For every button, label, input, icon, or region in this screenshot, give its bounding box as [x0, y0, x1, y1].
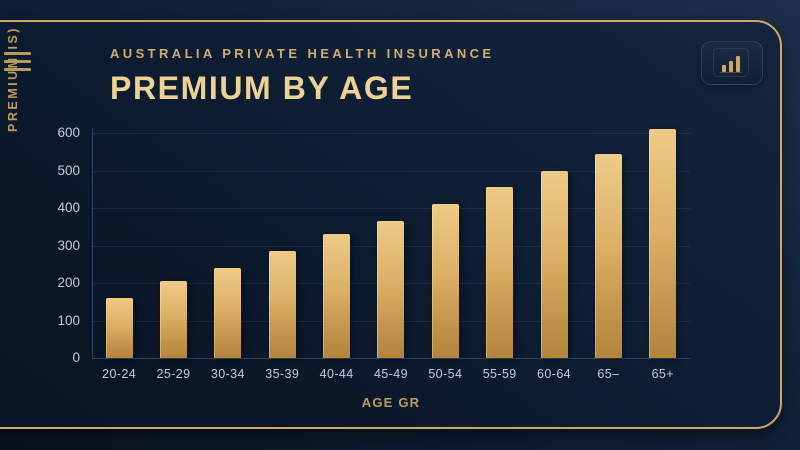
plot-area — [92, 128, 690, 359]
x-tick-label: 65– — [597, 367, 620, 381]
bar-chart-icon-bar — [722, 65, 726, 72]
y-axis-label: PREMIUM IS) — [6, 26, 20, 132]
bar-50-54 — [431, 204, 459, 358]
gridline — [92, 208, 690, 209]
y-tick-label: 300 — [57, 237, 80, 253]
chart-subtitle: AUSTRALIA PRIVATE HEALTH INSURANCE — [110, 46, 495, 61]
bar-chart-icon-bar — [736, 56, 740, 72]
bar-chart-icon-baseline — [720, 72, 742, 73]
bar-chart-icon-bar — [729, 61, 733, 72]
bar-60-64 — [540, 170, 568, 358]
x-tick-label: 60-64 — [537, 367, 572, 381]
hamburger-menu-icon — [4, 52, 31, 55]
y-tick-label: 0 — [72, 350, 80, 365]
x-tick-label: 30-34 — [210, 367, 245, 381]
y-axis-line — [92, 128, 93, 358]
x-tick-label: 55-59 — [482, 367, 517, 381]
x-tick-label: 35-39 — [265, 367, 300, 381]
y-tick-label: 200 — [57, 275, 80, 290]
hamburger-menu-icon — [4, 60, 31, 63]
chart-header: AUSTRALIA PRIVATE HEALTH INSURANCE PREMI… — [110, 46, 495, 107]
x-tick-label: 65+ — [651, 367, 674, 381]
x-tick-label: 25-29 — [156, 367, 191, 381]
bar-35-39 — [268, 251, 296, 358]
bar-55-59 — [486, 187, 514, 358]
menu-button[interactable] — [4, 52, 31, 76]
bar-30-34 — [214, 268, 242, 358]
gridline — [92, 133, 690, 134]
page-title: PREMIUM BY AGE — [110, 70, 414, 106]
bar-40-44 — [323, 234, 351, 358]
x-axis-line — [92, 358, 690, 359]
x-tick-label: 40-44 — [319, 367, 354, 381]
x-tick-label: 50-54 — [428, 367, 463, 381]
hamburger-menu-icon — [4, 68, 31, 71]
y-tick-label: 500 — [57, 162, 80, 178]
x-tick-label: 20-24 — [102, 367, 137, 381]
chart-type-button[interactable] — [701, 41, 763, 85]
y-tick-label: 600 — [57, 125, 80, 140]
bar-25-29 — [160, 281, 188, 358]
bar-20-24 — [105, 298, 133, 358]
x-tick-label: 45-49 — [373, 367, 408, 381]
x-axis-label: AGE GR — [361, 395, 421, 410]
bar-65– — [594, 153, 622, 358]
y-tick-label: 100 — [57, 312, 80, 328]
bar-45-49 — [377, 221, 405, 358]
bar-series — [92, 129, 690, 358]
x-axis-tick-labels: 20-24 25-29 30-34 35-39 40-44 45-49 50-54 55-59… — [92, 367, 690, 381]
bar-65+ — [649, 129, 677, 358]
y-tick-label: 400 — [57, 200, 80, 215]
gridline — [92, 170, 690, 172]
bar-chart-icon — [713, 48, 749, 77]
